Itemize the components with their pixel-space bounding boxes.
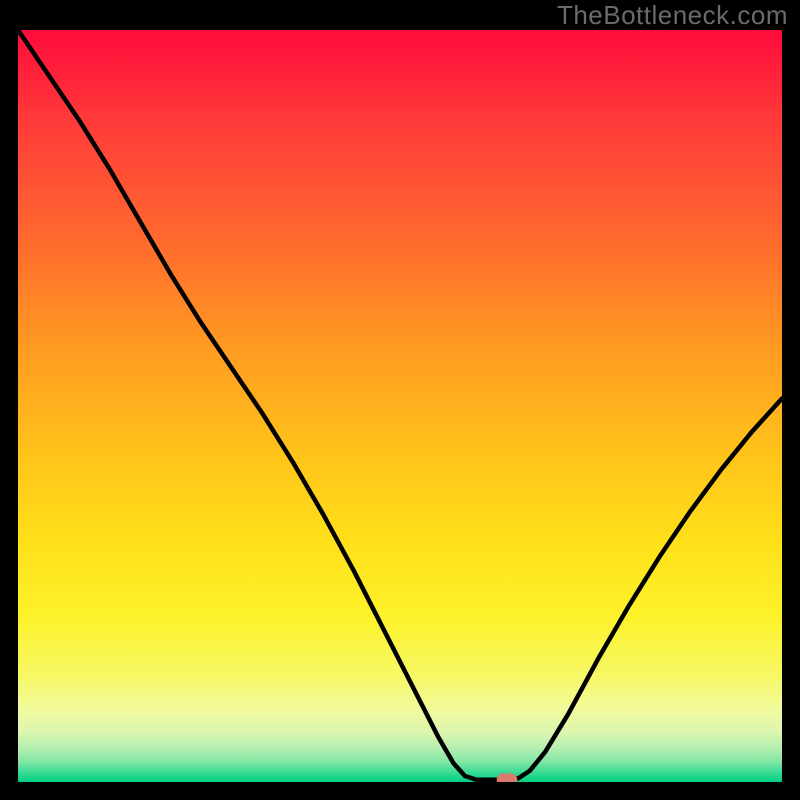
gradient-background — [18, 30, 782, 782]
optimum-marker — [497, 774, 517, 782]
watermark-text: TheBottleneck.com — [557, 0, 788, 31]
bottleneck-plot — [18, 30, 782, 782]
plot-svg — [18, 30, 782, 782]
chart-frame: TheBottleneck.com — [0, 0, 800, 800]
